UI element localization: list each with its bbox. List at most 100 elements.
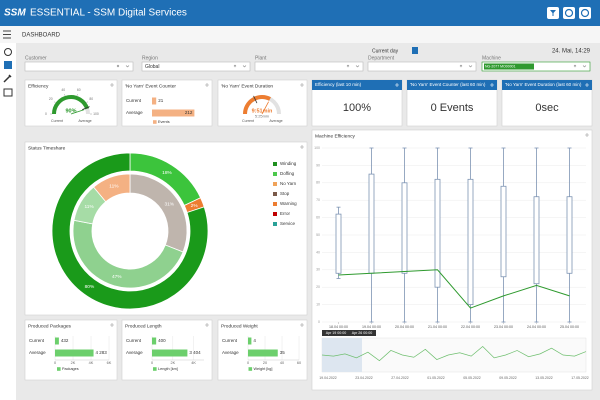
y-tick-label: 80	[316, 181, 320, 185]
filter-controls	[116, 64, 130, 68]
gauge-tick-label: 0	[45, 112, 47, 116]
x-tick-label: 19.04 00:00	[362, 325, 381, 329]
y-tick-label: 30	[316, 268, 320, 272]
navigator-label: 13.05.2022	[535, 376, 553, 380]
panel-title: 'No Yarn' Event Counter (last 60 min)	[410, 82, 486, 87]
panel-menu[interactable]	[395, 83, 399, 87]
current-datetime: 24. Mai, 14:29	[552, 49, 591, 55]
current-day-toggle[interactable]	[412, 47, 418, 54]
legend-label: Stop	[280, 191, 290, 196]
panel-menu[interactable]	[205, 83, 209, 87]
panel-menu[interactable]	[110, 83, 114, 87]
panel-menu[interactable]	[205, 323, 209, 327]
category-label: Average	[29, 350, 46, 355]
filter-input[interactable]	[141, 61, 251, 72]
filter-controls	[346, 64, 360, 68]
category-label: Current	[29, 338, 45, 343]
efficiency-line	[338, 269, 570, 309]
legend-label: Packages	[62, 367, 79, 371]
legend-swatch	[273, 222, 277, 226]
x-tick-label: 18.04 00:00	[329, 325, 348, 329]
panel-menu[interactable]	[300, 145, 304, 149]
panel-menu[interactable]	[585, 133, 589, 137]
x-tick-label: 4K	[89, 361, 94, 365]
gauge-tick	[86, 101, 89, 103]
panel	[217, 79, 308, 127]
donut-label: 47%	[112, 274, 122, 280]
tools-icon[interactable]	[3, 74, 12, 83]
panel-menu[interactable]	[300, 323, 304, 327]
panel-title: Efficiency (last 10 min)	[315, 82, 362, 87]
legend-swatch	[273, 202, 277, 206]
gauge-legend: Current	[242, 119, 254, 123]
globe-icon[interactable]	[4, 48, 12, 56]
bar	[152, 349, 188, 357]
panel-menu[interactable]	[490, 83, 494, 87]
x-tick-label: 40	[280, 361, 284, 365]
y-tick-label: 40	[316, 250, 320, 254]
navigator-label: 27.04.2022	[391, 376, 409, 380]
donut-label: 31%	[164, 202, 174, 208]
x-tick-label: 24.04 00:00	[527, 325, 546, 329]
category-label: Average	[126, 110, 143, 115]
y-tick-label: 100	[314, 146, 320, 150]
gauge-average-label: 5:25min	[255, 114, 269, 119]
panel-menu[interactable]	[110, 323, 114, 327]
filter-input[interactable]	[481, 61, 591, 72]
donut-label: 11%	[109, 184, 119, 190]
filter-label: Region	[142, 55, 158, 61]
calendar-icon[interactable]	[3, 88, 13, 97]
gauge-average-marker	[253, 95, 258, 104]
x-tick-label: 2K	[71, 361, 76, 365]
history-icon	[564, 8, 574, 18]
legend-label: Weight [kg]	[254, 367, 273, 371]
box	[434, 178, 441, 288]
x-tick-label: 23.04 00:00	[494, 325, 513, 329]
panel-title: 'No Yarn' Event Duration	[221, 83, 273, 89]
navigator-label: 19.04.2022	[319, 376, 337, 380]
y-tick-label: 10	[316, 303, 320, 307]
value-label: 3 404	[189, 350, 201, 355]
legend-swatch	[273, 182, 277, 186]
donut-label: 11%	[84, 204, 94, 210]
gauge-average-marker	[82, 106, 90, 110]
y-tick-label: 50	[316, 233, 320, 237]
gauge-legend: Average	[269, 119, 282, 123]
x-tick-label: 20.04 00:00	[395, 325, 414, 329]
filter-value: NG-2077 MO00001	[485, 65, 516, 69]
filter-input[interactable]	[367, 61, 477, 72]
filter-input[interactable]	[254, 61, 364, 72]
filter-controls	[233, 64, 247, 68]
user-button[interactable]	[579, 7, 591, 19]
x-tick-label: 20	[263, 361, 267, 365]
navigator-window[interactable]	[322, 338, 362, 372]
dashboard-icon[interactable]	[4, 61, 12, 69]
filter-controls	[573, 64, 587, 68]
gauge-needle	[70, 109, 85, 115]
category-label: Average	[126, 350, 143, 355]
navigator-label: 05.05.2022	[463, 376, 481, 380]
history-button[interactable]	[563, 7, 575, 19]
kpi-value: 0 Events	[431, 102, 474, 114]
filter-tag	[484, 63, 534, 70]
panel-title: Status Timeshare	[28, 145, 66, 151]
legend-label: No Yarn	[280, 181, 297, 186]
gauge-value	[52, 95, 90, 115]
panel-menu[interactable]	[585, 83, 589, 87]
filter-input[interactable]	[24, 61, 134, 72]
panel-menu[interactable]	[300, 83, 304, 87]
breadcrumb: DASHBOARD	[22, 33, 61, 39]
box	[500, 185, 507, 278]
menu-icon[interactable]	[3, 30, 11, 39]
gauge-value	[243, 95, 271, 115]
legend-label: Length [km]	[158, 367, 178, 371]
legend-swatch	[248, 367, 253, 371]
bar	[152, 97, 157, 105]
x-tick-label: 60	[297, 361, 301, 365]
filter-controls	[459, 64, 473, 68]
app-title: ESSENTIAL - SSM Digital Services	[30, 8, 187, 19]
bar	[55, 349, 94, 357]
current-day-label: Current day	[372, 48, 399, 54]
value-label: 4	[253, 338, 256, 343]
